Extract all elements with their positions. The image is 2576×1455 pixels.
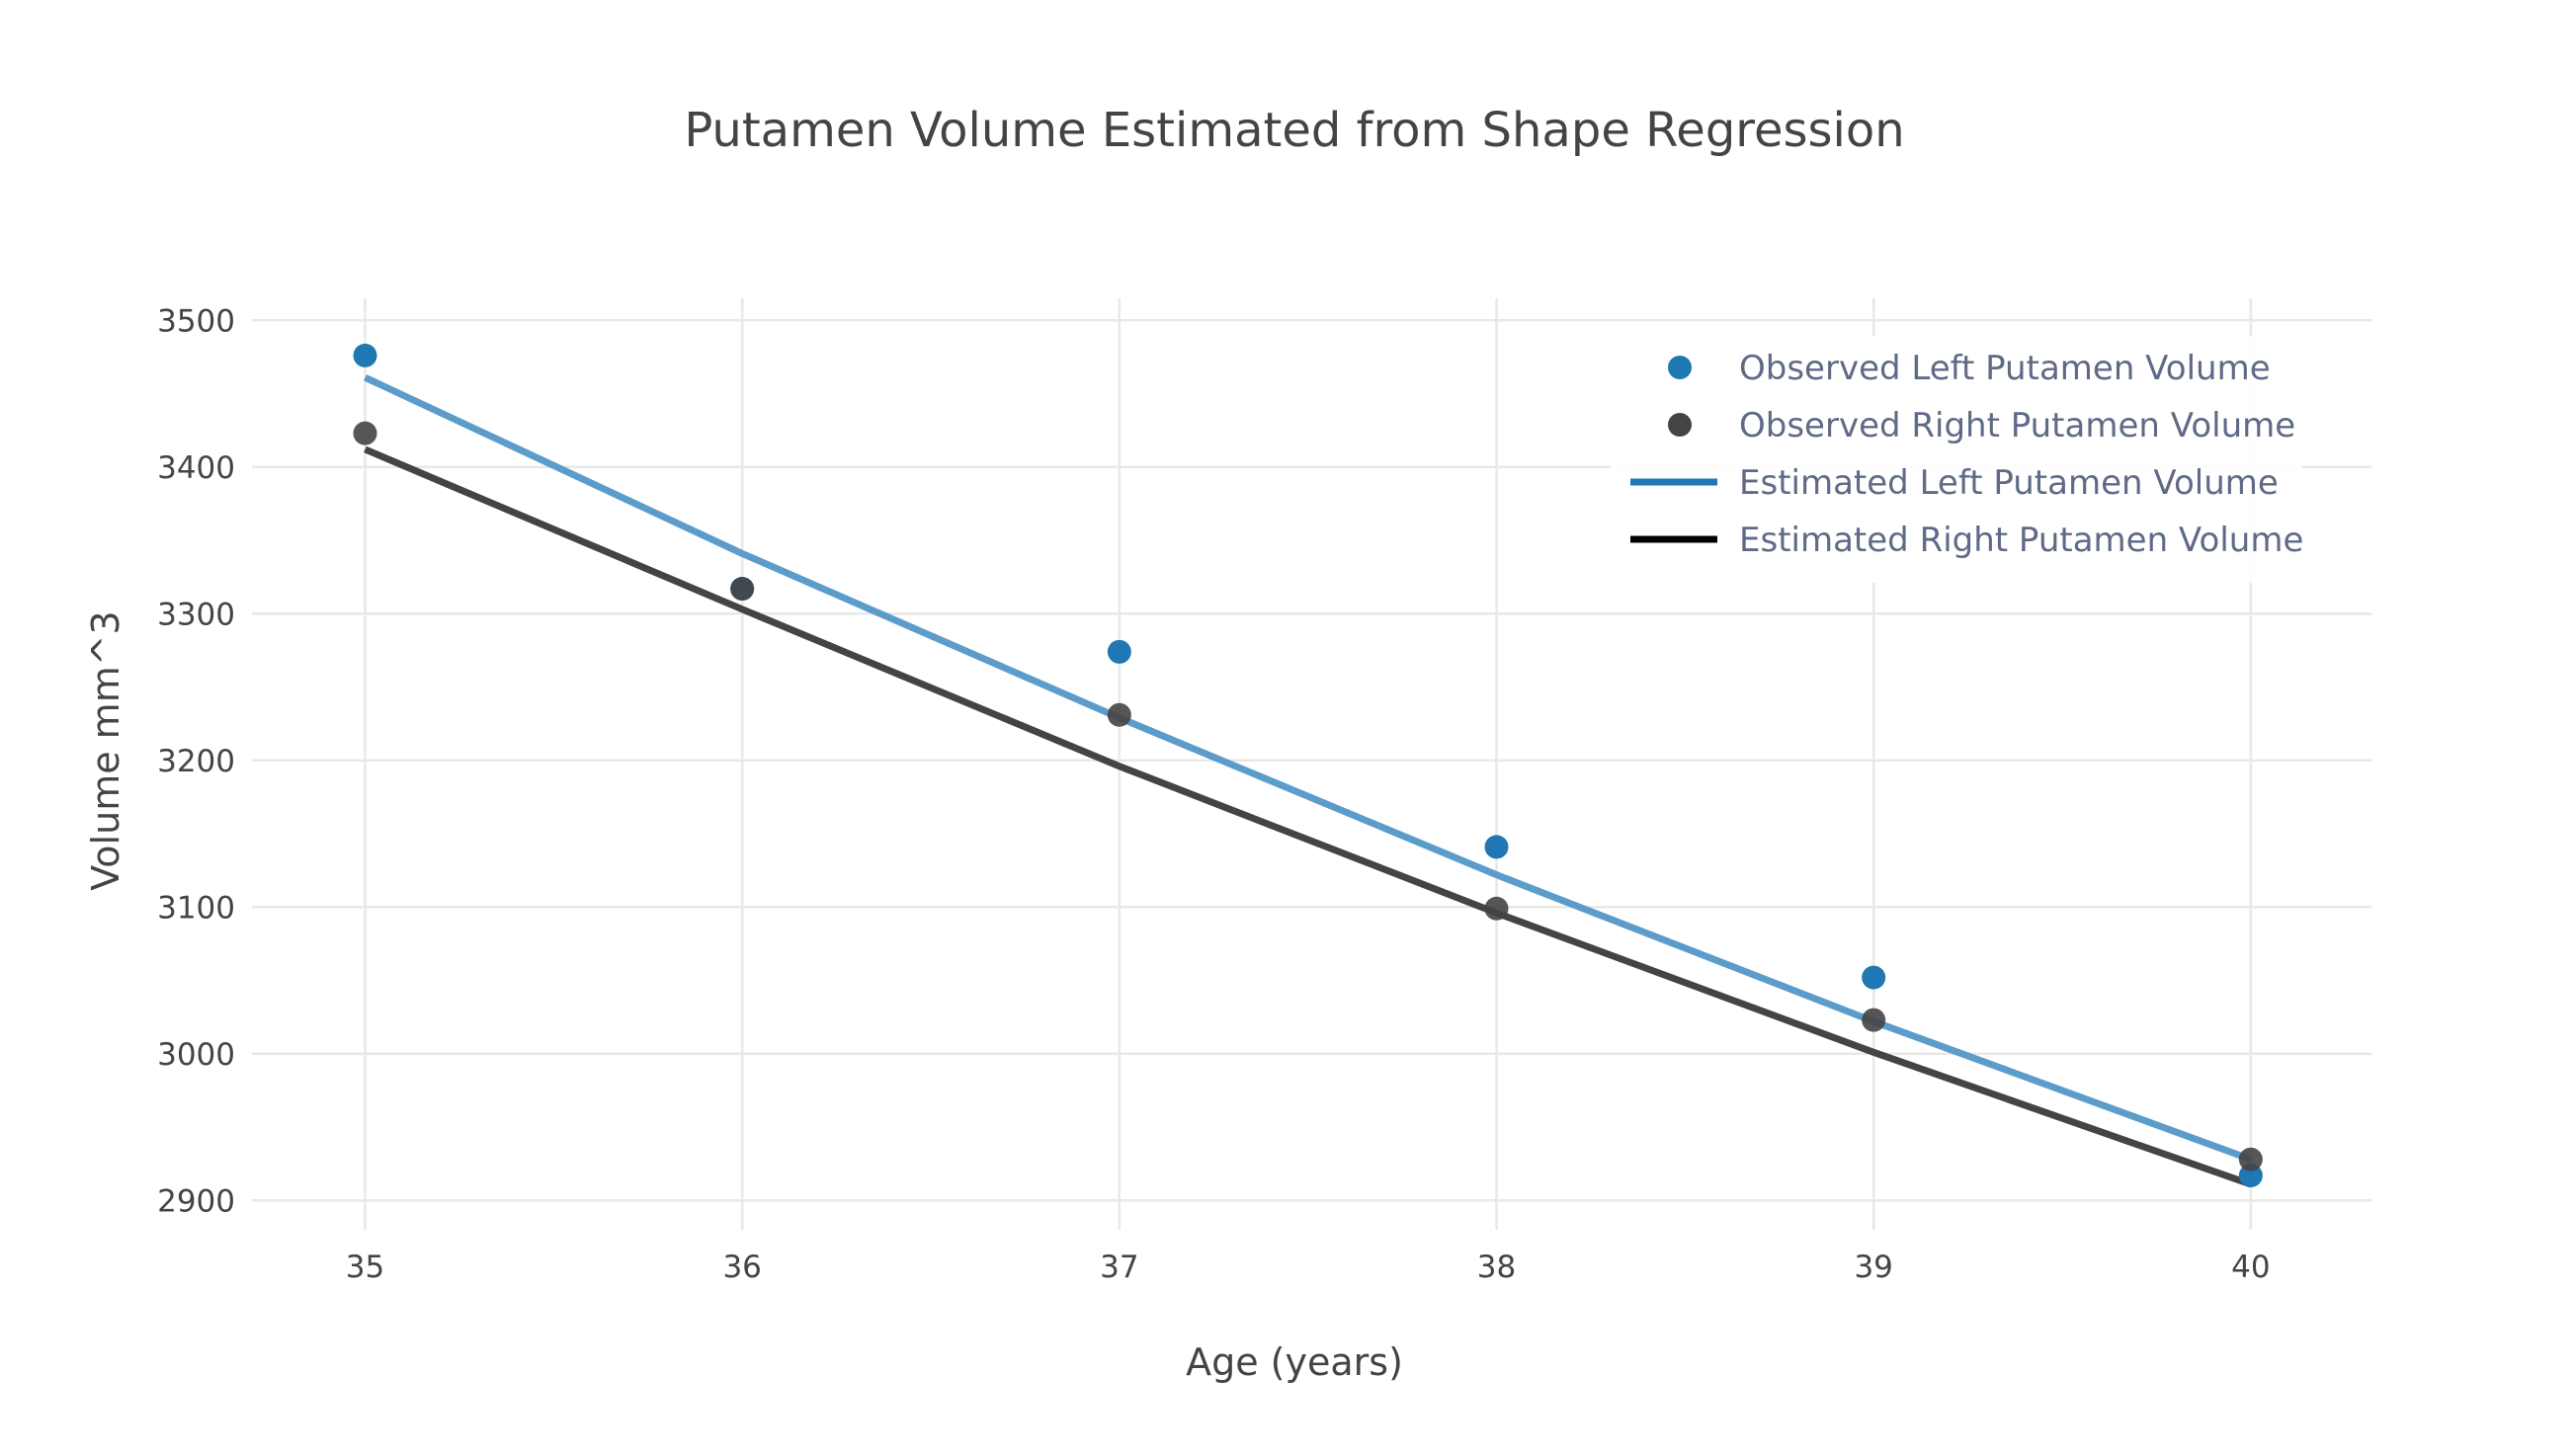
legend-label-estimated-left: Estimated Left Putamen Volume xyxy=(1739,463,2279,503)
legend-item-estimated-right[interactable]: Estimated Right Putamen Volume xyxy=(1630,521,2303,560)
legend-item-observed-left[interactable]: Observed Left Putamen Volume xyxy=(1668,349,2271,388)
y-tick-label: 3300 xyxy=(157,597,235,632)
y-tick-label: 3000 xyxy=(157,1037,235,1073)
y-tick-label: 3400 xyxy=(157,450,235,486)
x-tick-label: 35 xyxy=(346,1250,384,1285)
x-tick-label: 38 xyxy=(1477,1250,1516,1285)
series-points xyxy=(353,343,2263,1188)
observed-right-point[interactable] xyxy=(2238,1147,2263,1172)
observed-right-point[interactable] xyxy=(1107,702,1131,727)
legend-marker-observed-right xyxy=(1668,413,1692,437)
series-lines xyxy=(364,374,2253,1188)
y-axis-title: Volume mm^3 xyxy=(84,610,127,890)
legend-label-observed-right: Observed Right Putamen Volume xyxy=(1739,406,2295,445)
y-tick-label: 3200 xyxy=(157,744,235,779)
y-tick-label: 2900 xyxy=(157,1183,235,1219)
tick-labels: 35 36 37 38 39 40 2900 3000 3100 3200 3300 3400 3500 xyxy=(157,303,2270,1285)
observed-right-point[interactable] xyxy=(1484,896,1509,921)
observed-right-point[interactable] xyxy=(353,421,377,445)
y-tick-label: 3500 xyxy=(157,303,235,339)
legend-item-estimated-left[interactable]: Estimated Left Putamen Volume xyxy=(1630,463,2279,503)
observed-left-point[interactable] xyxy=(1484,835,1509,859)
legend-marker-observed-left xyxy=(1668,356,1692,379)
observed-right-point[interactable] xyxy=(730,577,755,602)
chart-title: Putamen Volume Estimated from Shape Regr… xyxy=(684,103,1904,158)
legend-label-observed-left: Observed Left Putamen Volume xyxy=(1739,349,2271,388)
legend: Observed Left Putamen Volume Observed Ri… xyxy=(1611,336,2303,583)
legend-label-estimated-right: Estimated Right Putamen Volume xyxy=(1739,521,2303,560)
observed-left-point[interactable] xyxy=(353,343,377,367)
x-tick-label: 36 xyxy=(722,1250,761,1285)
x-tick-label: 40 xyxy=(2231,1250,2270,1285)
x-tick-label: 37 xyxy=(1100,1250,1138,1285)
legend-item-observed-right[interactable]: Observed Right Putamen Volume xyxy=(1668,406,2295,445)
observed-right-point[interactable] xyxy=(1862,1008,1886,1032)
observed-left-point[interactable] xyxy=(1862,965,1886,990)
x-tick-label: 39 xyxy=(1854,1250,1892,1285)
legend-background xyxy=(1611,336,2302,583)
observed-left-point[interactable] xyxy=(1107,639,1131,664)
y-tick-label: 3100 xyxy=(157,890,235,926)
x-axis-title: Age (years) xyxy=(1186,1340,1403,1384)
estimated-right-line xyxy=(364,445,2253,1188)
estimated-left-line xyxy=(364,374,2253,1164)
